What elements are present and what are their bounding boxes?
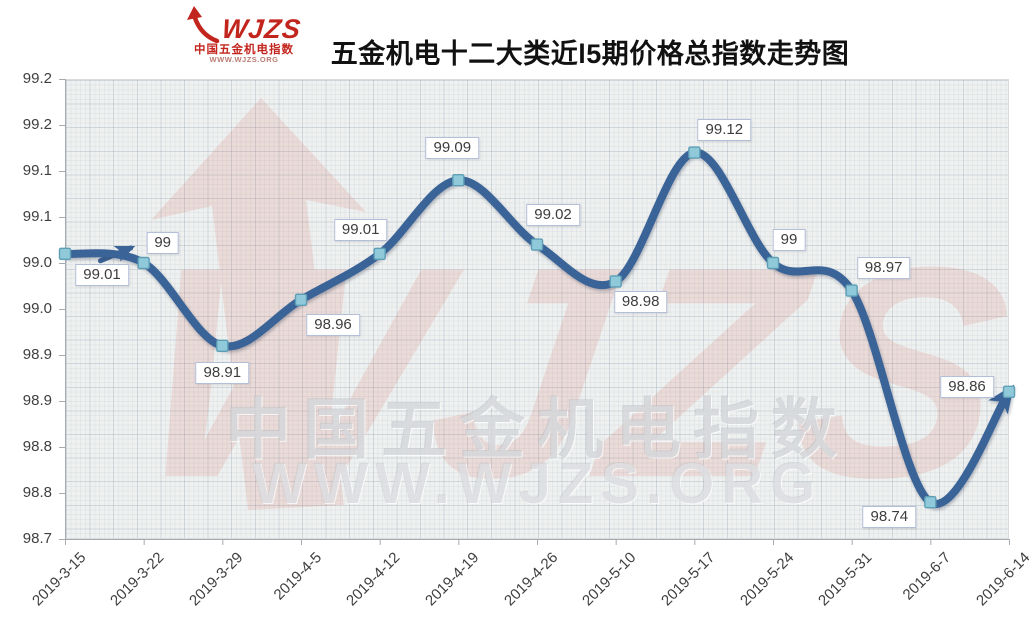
x-tick-label: 2019-6-7 — [899, 549, 955, 604]
y-tick-label: 98.9 — [22, 392, 52, 409]
y-tick-label: 98.9 — [22, 346, 52, 363]
x-tick-label: 2019-4-19 — [421, 549, 483, 610]
x-tick-label: 2019-4-26 — [500, 549, 562, 610]
data-point-label: 99.01 — [333, 218, 388, 241]
data-point-label: 99.12 — [697, 118, 752, 141]
y-tick-label: 98.8 — [22, 438, 52, 455]
x-tick-label: 2019-5-17 — [657, 549, 719, 610]
y-tick-label: 98.8 — [22, 484, 52, 501]
axes — [59, 79, 1010, 545]
chart-title: 五金机电十二大类近l5期价格总指数走势图 — [330, 39, 850, 69]
data-point-label: 99.01 — [75, 263, 129, 286]
y-tick-label: 98.7 — [22, 530, 52, 547]
data-point-label: 98.74 — [862, 506, 917, 529]
data-point-marker — [530, 238, 544, 251]
x-tick-label: 2019-3-22 — [107, 549, 168, 610]
watermark-text-url: WWW.WJZS.ORG — [251, 451, 823, 516]
y-tick-label: 99.1 — [22, 162, 52, 179]
plot-area: WJZS 中国五金机电指数 WWW.WJZS.ORG — [65, 79, 1009, 539]
x-tick-label: 2019-4-5 — [270, 549, 326, 604]
x-tick-label: 2019-5-31 — [815, 549, 876, 610]
data-point-marker — [373, 247, 386, 261]
x-tick-label: 2019-4-12 — [343, 549, 404, 610]
x-tick-label: 2019-5-24 — [736, 549, 798, 610]
watermark-text-cn: 中国五金机电指数 — [225, 392, 849, 466]
data-point-markers — [58, 146, 1016, 509]
data-point-label: 98.96 — [306, 313, 360, 336]
trend-line — [61, 148, 1015, 508]
logo-top-row: WJZS — [183, 5, 305, 44]
data-point-marker — [137, 256, 150, 270]
y-tick-label: 99.2 — [22, 70, 52, 87]
x-tick-label: 2019-6-14 — [972, 549, 1034, 610]
data-point-marker — [294, 293, 308, 306]
data-point-marker — [609, 275, 622, 288]
y-tick-label: 99.2 — [22, 116, 52, 133]
data-point-marker — [845, 284, 858, 297]
brand-logo: WJZS 中国五金机电指数 WWW.WJZS.ORG — [183, 5, 305, 64]
logo-subtitle: 中国五金机电指数 — [194, 44, 294, 56]
data-point-label: 98.86 — [940, 375, 994, 398]
data-point-marker — [688, 146, 701, 159]
data-point-label: 99 — [146, 232, 179, 254]
data-point-label: 98.97 — [856, 256, 911, 279]
logo-url: WWW.WJZS.ORG — [209, 55, 279, 65]
data-point-marker — [1002, 385, 1016, 398]
data-point-label: 98.98 — [613, 291, 668, 314]
y-tick-label: 99.0 — [22, 300, 52, 317]
logo-arrow-icon — [187, 6, 220, 43]
watermark-arrow-icon — [151, 98, 366, 510]
x-tick-label: 2019-3-29 — [185, 549, 247, 610]
data-point-marker — [216, 339, 229, 352]
x-tick-label: 2019-5-10 — [579, 549, 640, 610]
data-point-label: 99.09 — [425, 137, 480, 160]
data-point-label: 99 — [772, 229, 806, 251]
data-point-label: 99.02 — [526, 203, 580, 226]
y-tick-label: 99.1 — [22, 208, 52, 225]
y-tick-label: 99.0 — [22, 254, 52, 271]
data-point-marker — [452, 173, 465, 187]
data-point-marker — [58, 247, 72, 261]
x-tick-label: 2019-3-15 — [28, 549, 90, 610]
data-point-label: 98.91 — [195, 361, 250, 384]
data-point-marker — [766, 256, 780, 270]
data-point-marker — [924, 496, 937, 509]
